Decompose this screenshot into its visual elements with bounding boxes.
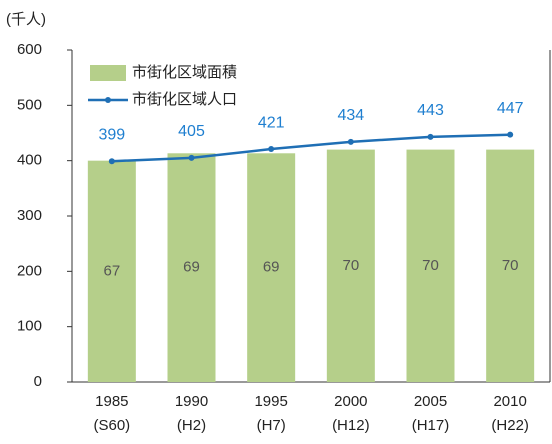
x-tick-label: (S60) xyxy=(93,417,130,434)
bar xyxy=(486,149,535,382)
y-tick-label: 400 xyxy=(17,152,42,169)
bar xyxy=(167,153,216,382)
x-tick-label: (H12) xyxy=(332,417,370,434)
line-value-label: 399 xyxy=(98,126,125,143)
bar xyxy=(87,160,136,382)
line-value-label: 443 xyxy=(417,102,444,119)
x-tick-label: (H2) xyxy=(177,417,206,434)
bar-value-label: 69 xyxy=(263,259,280,276)
x-tick-label: (H22) xyxy=(491,417,529,434)
x-tick-label: 1995 xyxy=(254,393,287,410)
legend-label: 市街化区域面積 xyxy=(132,64,237,81)
bar xyxy=(247,153,296,382)
line-value-label: 447 xyxy=(497,100,524,117)
bar-value-label: 70 xyxy=(502,257,519,274)
y-tick-label: 600 xyxy=(17,41,42,58)
x-tick-label: 2010 xyxy=(493,393,526,410)
line-value-label: 434 xyxy=(337,107,364,124)
bar xyxy=(406,149,455,382)
x-tick-label: 2005 xyxy=(414,393,447,410)
line-point xyxy=(108,158,115,165)
line xyxy=(111,133,511,163)
bar-value-label: 69 xyxy=(183,259,200,276)
line-point xyxy=(347,138,354,145)
bar-value-label: 70 xyxy=(422,257,439,274)
line-value-label: 405 xyxy=(178,123,205,140)
line-point xyxy=(188,154,195,161)
legend-marker xyxy=(105,97,111,103)
line-point xyxy=(507,131,514,138)
legend-label: 市街化区域人口 xyxy=(132,91,237,108)
line-value-label: 421 xyxy=(258,114,285,131)
y-tick-label: 300 xyxy=(17,207,42,224)
y-tick-label: 500 xyxy=(17,96,42,113)
bar xyxy=(326,149,375,382)
x-tick-label: (H17) xyxy=(412,417,450,434)
x-tick-label: 1985 xyxy=(95,393,128,410)
y-tick-label: 100 xyxy=(17,318,42,335)
y-tick-label: 0 xyxy=(34,373,42,390)
x-tick-label: (H7) xyxy=(257,417,286,434)
bar-value-label: 70 xyxy=(342,257,359,274)
line-point xyxy=(427,133,434,140)
y-axis-label: (千人) xyxy=(6,11,46,28)
x-tick-label: 1990 xyxy=(175,393,208,410)
legend-swatch xyxy=(90,65,126,81)
y-tick-label: 200 xyxy=(17,262,42,279)
line-point xyxy=(268,146,275,153)
bar-value-label: 67 xyxy=(103,262,120,279)
x-tick-label: 2000 xyxy=(334,393,367,410)
